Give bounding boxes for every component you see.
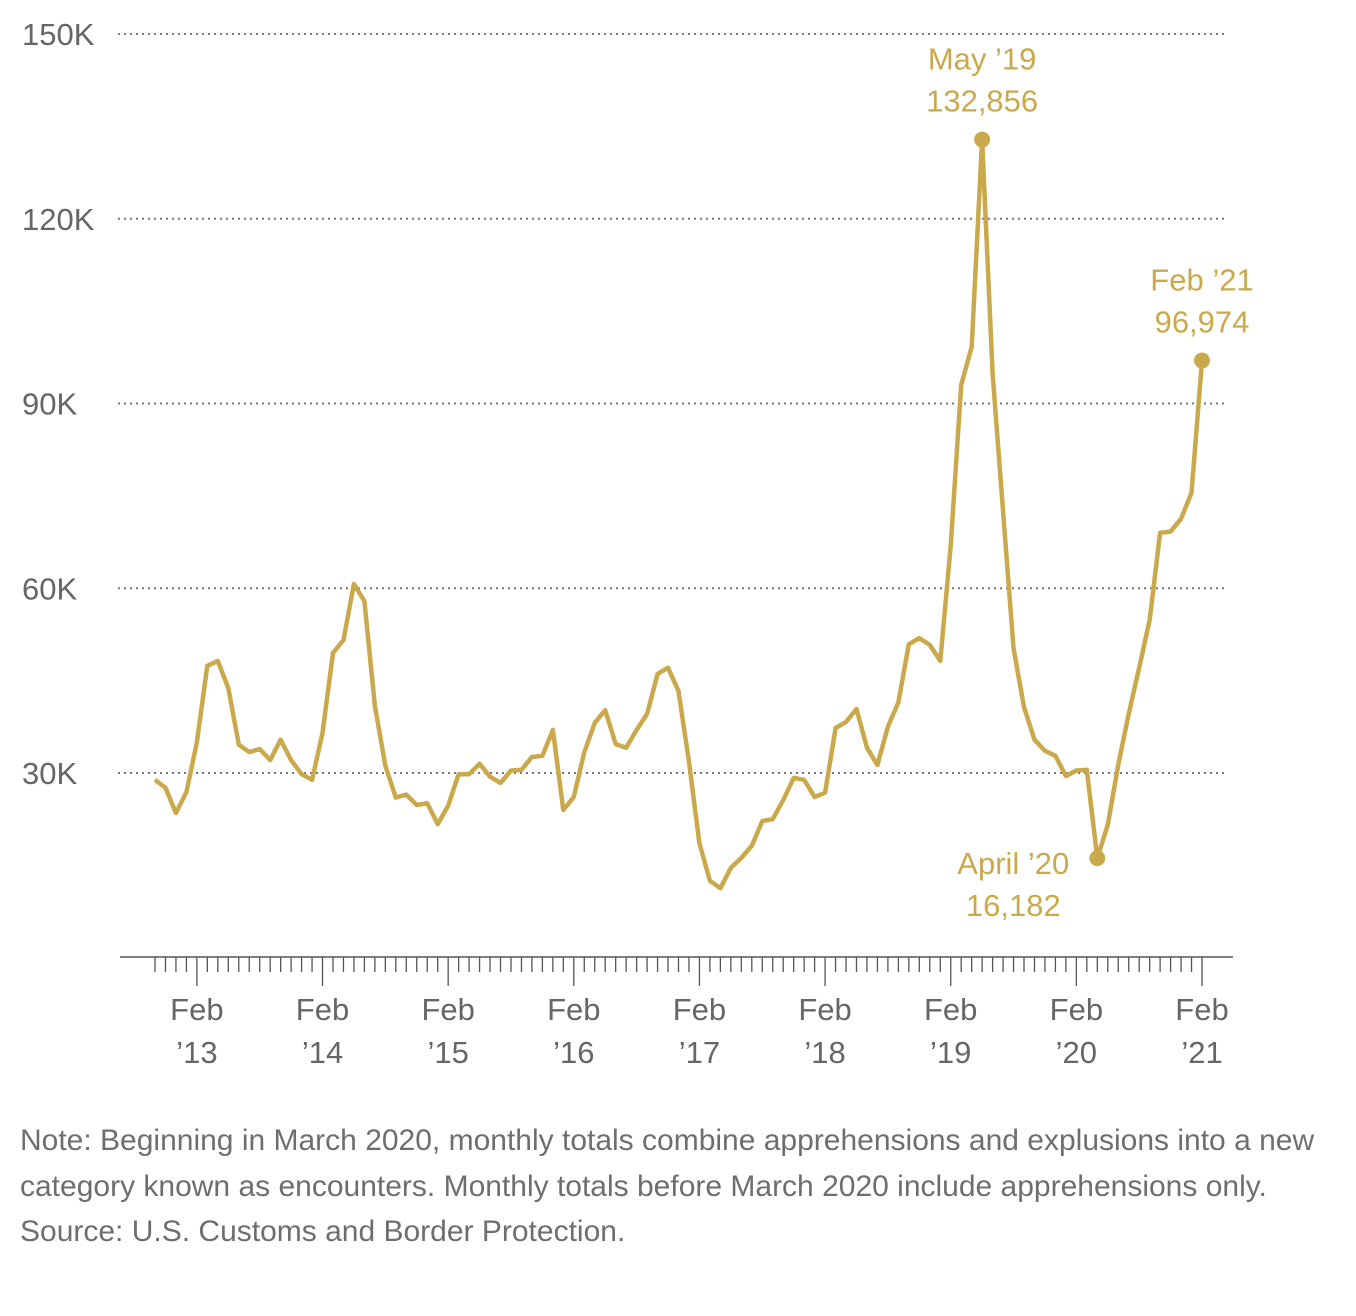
annotation-value: 16,182 bbox=[966, 888, 1061, 923]
x-tick-label: Feb bbox=[673, 992, 726, 1027]
x-tick-label: Feb bbox=[547, 992, 600, 1027]
x-tick-label: ’18 bbox=[804, 1035, 845, 1070]
x-tick-label: ’20 bbox=[1056, 1035, 1097, 1070]
annotation-label: April ’20 bbox=[957, 846, 1069, 881]
x-tick-label: ’15 bbox=[427, 1035, 468, 1070]
x-tick-label: Feb bbox=[798, 992, 851, 1027]
x-tick-label: ’14 bbox=[302, 1035, 343, 1070]
x-tick-label: ’21 bbox=[1181, 1035, 1222, 1070]
x-tick-label: Feb bbox=[421, 992, 474, 1027]
y-tick-label: 60K bbox=[22, 571, 77, 606]
x-tick-label: Feb bbox=[1050, 992, 1103, 1027]
x-tick-label: Feb bbox=[170, 992, 223, 1027]
annotation-point bbox=[1194, 352, 1210, 369]
x-tick-label: ’19 bbox=[930, 1035, 971, 1070]
annotation-point bbox=[1089, 850, 1106, 867]
x-tick-label: Feb bbox=[1175, 992, 1228, 1027]
x-tick-label: ’13 bbox=[176, 1035, 217, 1070]
x-tick-label: Feb bbox=[296, 992, 349, 1027]
annotation-label: Feb ’21 bbox=[1150, 263, 1253, 298]
note-text: Note: Beginning in March 2020, monthly t… bbox=[20, 1124, 1315, 1203]
annotation-value: 96,974 bbox=[1155, 305, 1250, 340]
y-tick-label: 120K bbox=[22, 202, 95, 237]
annotation-point bbox=[974, 131, 991, 148]
source-text: Source: U.S. Customs and Border Protecti… bbox=[20, 1215, 626, 1248]
line-chart: 30K 60K 90K 120K 150K Feb ’13 Feb ’14 Feb ’15 Feb ’1… bbox=[22, 17, 1254, 1070]
x-tick-label: Feb bbox=[924, 992, 977, 1027]
x-tick-label: ’16 bbox=[553, 1035, 594, 1070]
chart-notes: Note: Beginning in March 2020, monthly t… bbox=[20, 1118, 1320, 1255]
annotation-value: 132,856 bbox=[926, 84, 1038, 119]
y-tick-label: 90K bbox=[22, 387, 77, 422]
y-tick-label: 30K bbox=[22, 756, 77, 791]
annotation-label: May ’19 bbox=[928, 42, 1037, 77]
x-tick-label: ’17 bbox=[679, 1035, 720, 1070]
series-line bbox=[153, 137, 1205, 891]
y-tick-label: 150K bbox=[22, 17, 95, 52]
